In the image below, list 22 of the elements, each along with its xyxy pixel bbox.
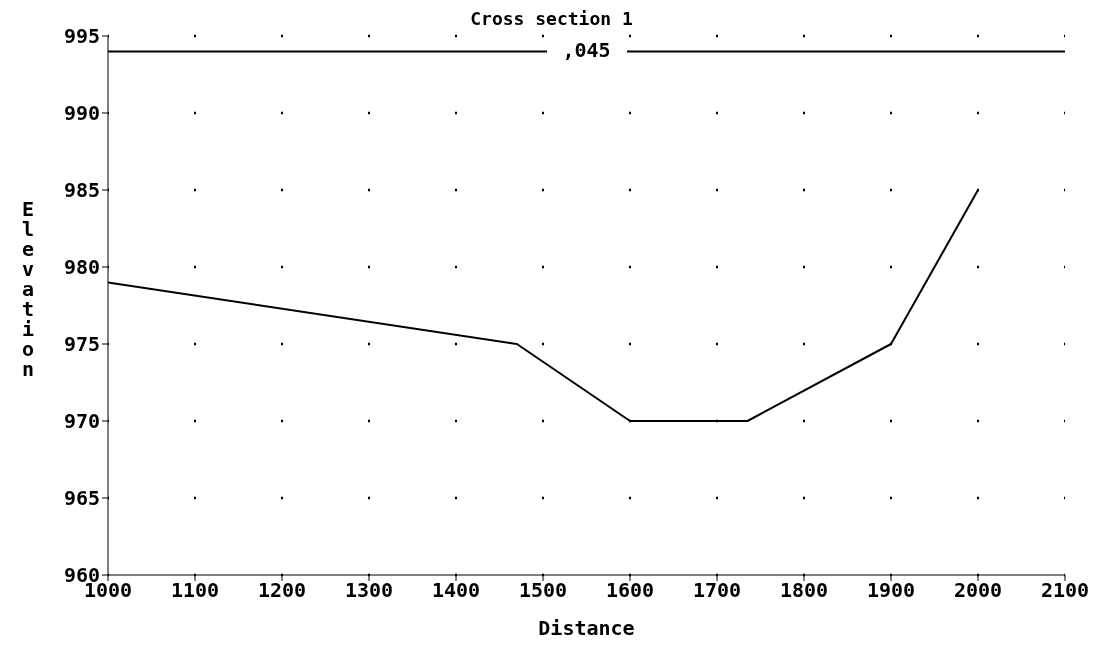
chart-title: Cross section 1 <box>470 8 633 29</box>
x-tick-label: 1400 <box>431 578 481 603</box>
x-tick-label: 1600 <box>605 578 655 603</box>
y-tick-label: 990 <box>63 101 100 126</box>
x-tick-label: 1700 <box>692 578 742 603</box>
x-tick-label: 2100 <box>1040 578 1090 603</box>
x-tick-label: 1300 <box>344 578 394 603</box>
x-tick-label: 1900 <box>866 578 916 603</box>
y-tick-label: 995 <box>63 24 100 49</box>
x-tick-label: 1100 <box>170 578 220 603</box>
y-tick-label: 970 <box>63 409 100 434</box>
x-tick-label: 1200 <box>257 578 307 603</box>
x-axis-title: Distance <box>538 616 635 640</box>
y-tick-label: 975 <box>63 332 100 357</box>
x-tick-label: 2000 <box>953 578 1003 603</box>
y-tick-label: 985 <box>63 178 100 203</box>
x-tick-label: 1500 <box>518 578 568 603</box>
x-tick-label: 1800 <box>779 578 829 603</box>
y-tick-label: 965 <box>63 486 100 511</box>
text: Elevation <box>21 196 35 381</box>
y-tick-label: 980 <box>63 255 100 280</box>
annotation: ,045 <box>546 37 627 64</box>
